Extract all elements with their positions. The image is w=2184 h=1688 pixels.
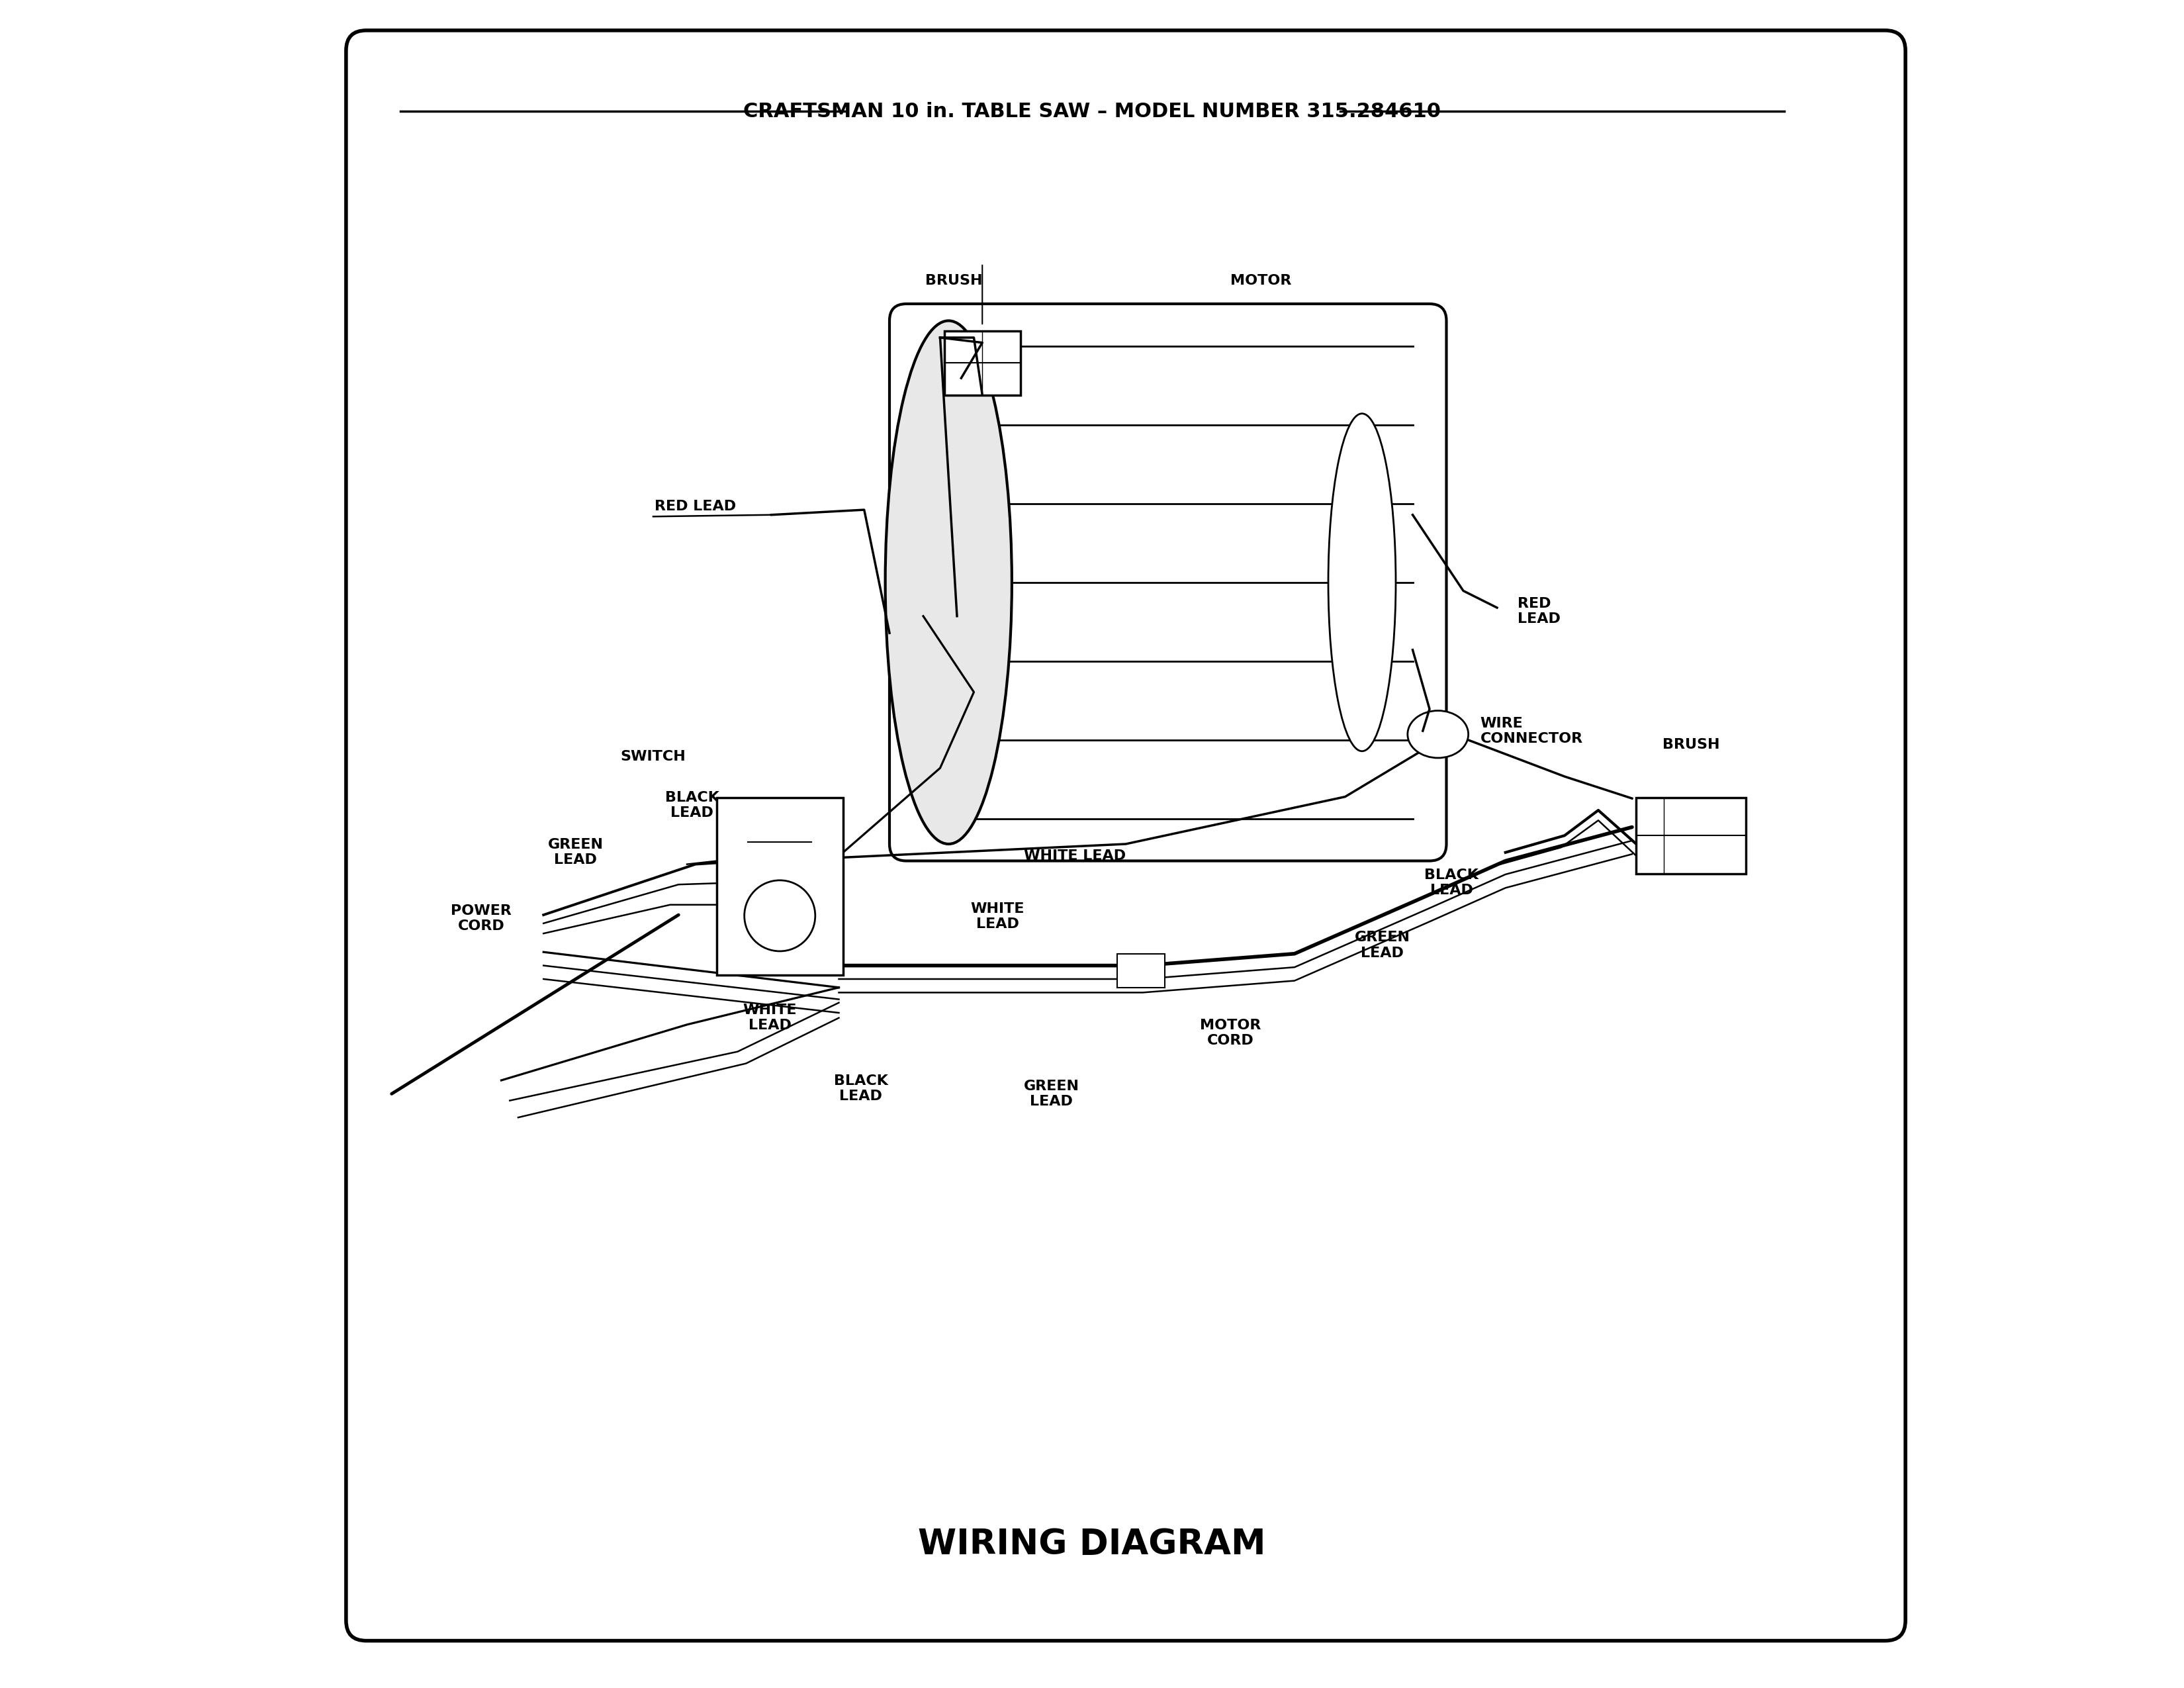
Bar bbox=[1636, 798, 1745, 874]
Text: BLACK
LEAD: BLACK LEAD bbox=[664, 792, 719, 819]
Text: WHITE
LEAD: WHITE LEAD bbox=[970, 903, 1024, 930]
Text: BLACK
LEAD: BLACK LEAD bbox=[834, 1075, 889, 1102]
FancyBboxPatch shape bbox=[345, 30, 1904, 1641]
Text: WIRING DIAGRAM: WIRING DIAGRAM bbox=[917, 1528, 1267, 1561]
Ellipse shape bbox=[1406, 711, 1468, 758]
Bar bbox=[943, 331, 1020, 395]
Text: WHITE
LEAD: WHITE LEAD bbox=[743, 1004, 797, 1031]
Ellipse shape bbox=[885, 321, 1011, 844]
Text: POWER
CORD: POWER CORD bbox=[450, 905, 511, 932]
Text: RED LEAD: RED LEAD bbox=[655, 500, 736, 513]
Text: BRUSH: BRUSH bbox=[926, 273, 983, 287]
Text: SWITCH: SWITCH bbox=[620, 749, 686, 763]
Text: WIRE
CONNECTOR: WIRE CONNECTOR bbox=[1481, 717, 1583, 744]
Bar bbox=[716, 798, 843, 976]
Circle shape bbox=[745, 881, 815, 952]
Text: GREEN
LEAD: GREEN LEAD bbox=[1024, 1080, 1079, 1107]
Text: GREEN
LEAD: GREEN LEAD bbox=[1354, 932, 1411, 959]
Text: MOTOR
CORD: MOTOR CORD bbox=[1199, 1020, 1260, 1047]
Text: BLACK
LEAD: BLACK LEAD bbox=[1424, 869, 1479, 896]
Text: MOTOR: MOTOR bbox=[1230, 273, 1291, 287]
Text: WHITE LEAD: WHITE LEAD bbox=[1024, 849, 1127, 863]
Text: BRUSH: BRUSH bbox=[1662, 738, 1719, 751]
Bar bbox=[1118, 954, 1164, 987]
FancyBboxPatch shape bbox=[889, 304, 1446, 861]
Text: CRAFTSMAN 10 in. TABLE SAW – MODEL NUMBER 315.284610: CRAFTSMAN 10 in. TABLE SAW – MODEL NUMBE… bbox=[743, 101, 1441, 122]
Text: RED
LEAD: RED LEAD bbox=[1518, 598, 1559, 625]
Ellipse shape bbox=[1328, 414, 1396, 751]
Text: GREEN
LEAD: GREEN LEAD bbox=[548, 839, 603, 866]
